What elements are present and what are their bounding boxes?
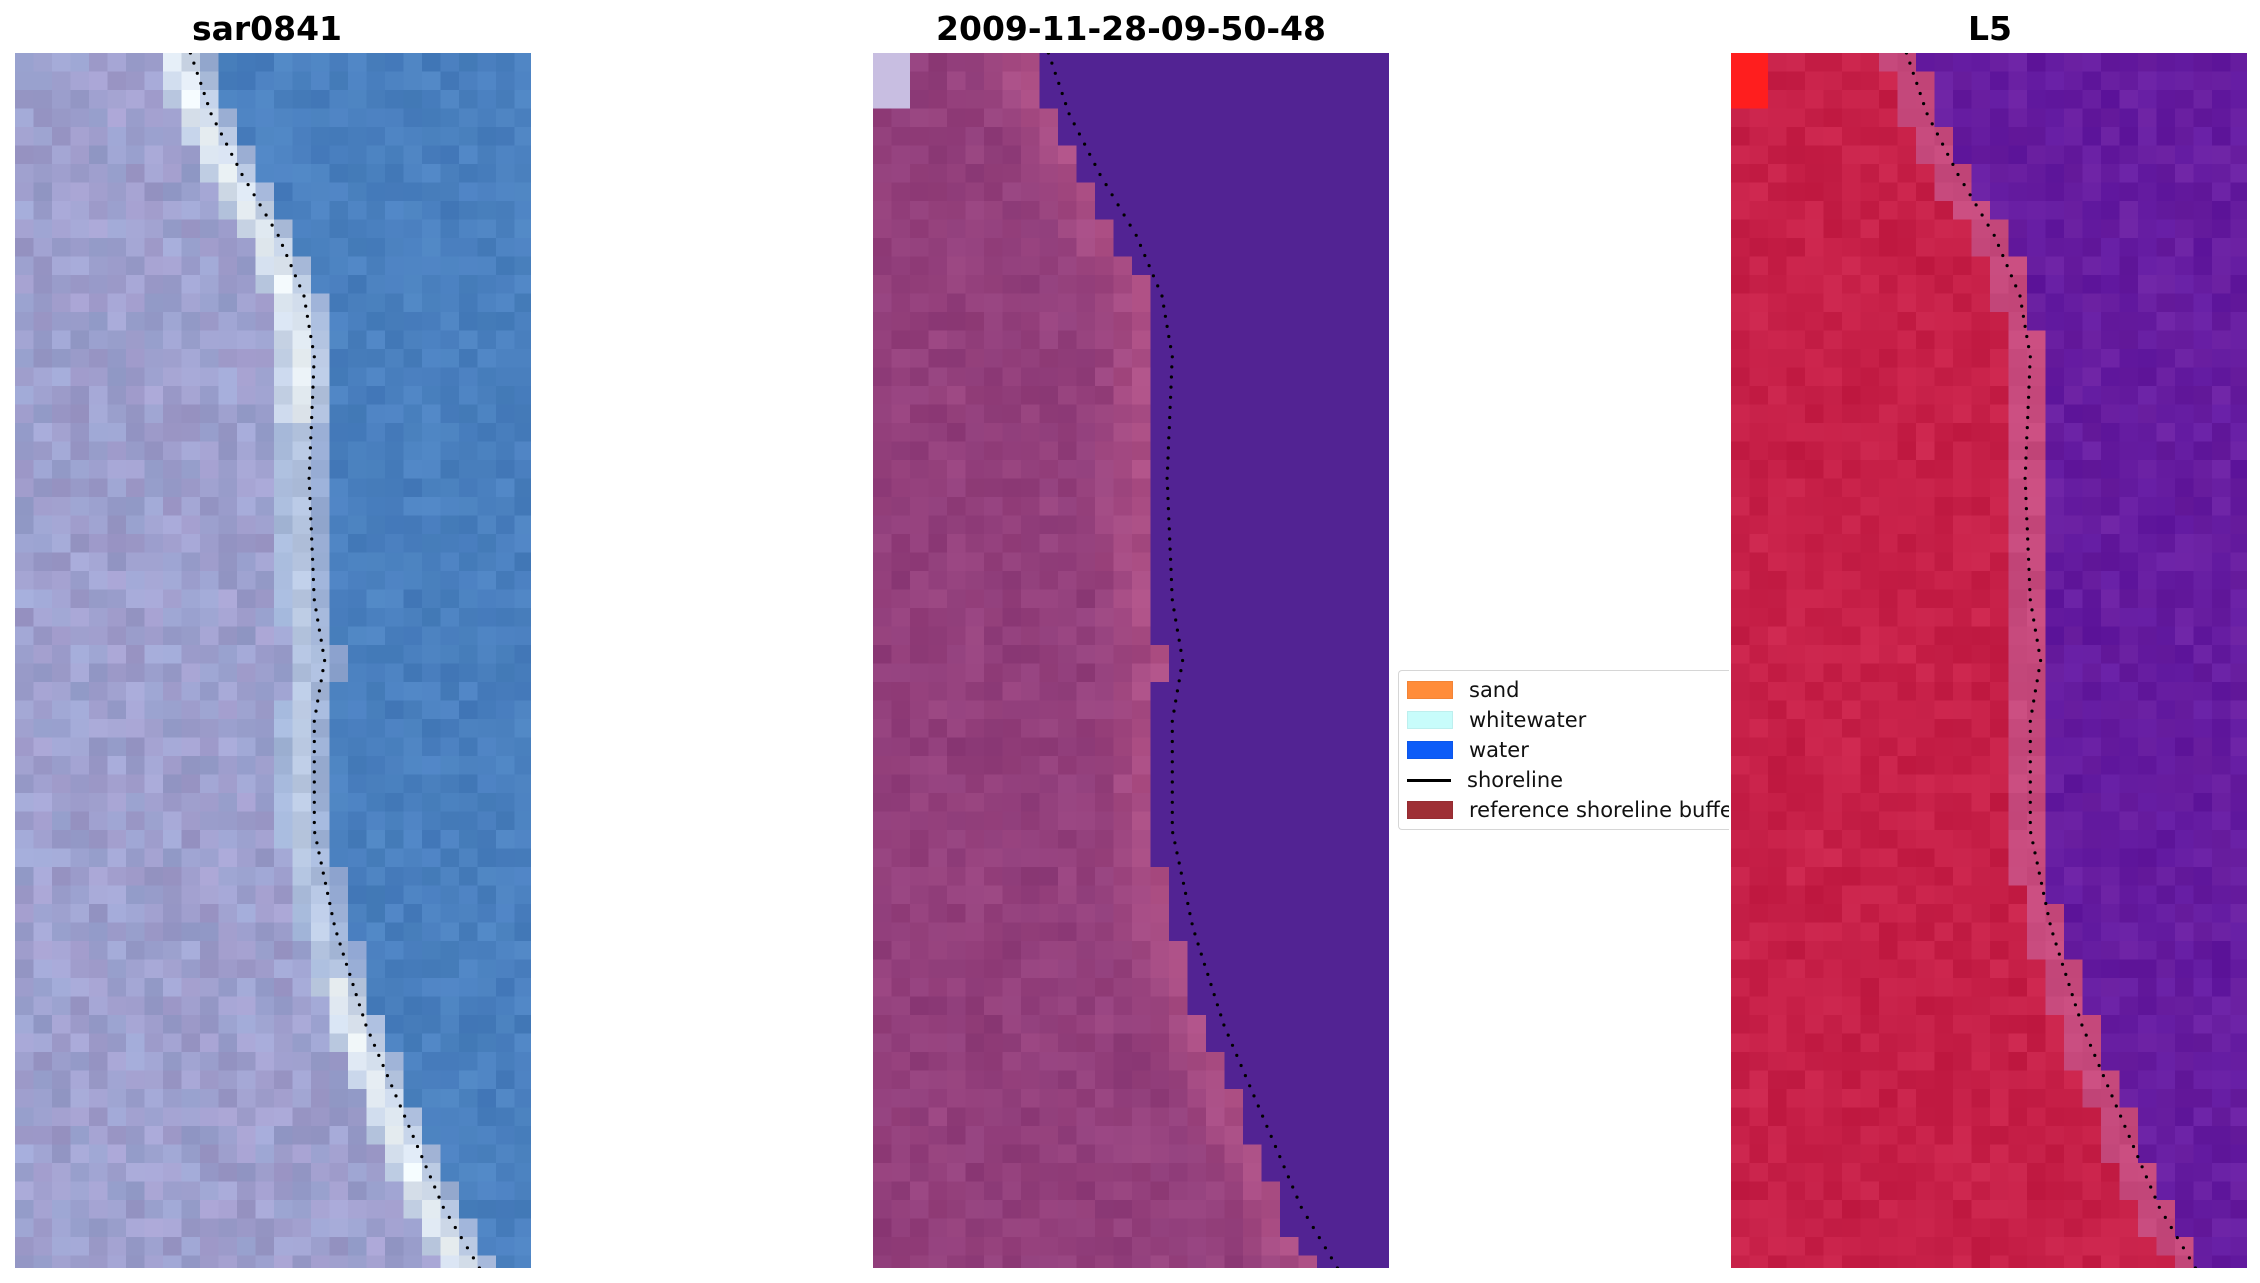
rgb-pixels bbox=[15, 53, 531, 1268]
panel-title-index: L5 bbox=[1968, 9, 2012, 48]
legend-swatch-sand bbox=[1407, 681, 1453, 699]
classified-shoreline bbox=[1046, 53, 1339, 1268]
legend-item-shoreline: shoreline bbox=[1407, 765, 1563, 795]
legend-line-shoreline bbox=[1407, 778, 1451, 782]
legend-label-shoreline: shoreline bbox=[1467, 768, 1564, 792]
legend-item-reference-buffer: reference shoreline buffer bbox=[1407, 795, 1729, 825]
legend: sand whitewater water shoreline referenc… bbox=[1398, 670, 1729, 830]
classified-image-panel bbox=[873, 53, 1389, 1268]
legend-label-sand: sand bbox=[1469, 678, 1520, 702]
legend-label-whitewater: whitewater bbox=[1469, 708, 1587, 732]
index-shoreline bbox=[1904, 53, 2197, 1268]
rgb-image bbox=[15, 53, 531, 1268]
panel-title-rgb: sar0841 bbox=[191, 9, 343, 48]
legend-item-water: water bbox=[1407, 735, 1529, 765]
rgb-shoreline bbox=[188, 53, 481, 1268]
legend-label-reference-buffer: reference shoreline buffer bbox=[1469, 798, 1729, 822]
index-image bbox=[1731, 53, 2247, 1268]
classified-image bbox=[873, 53, 1389, 1268]
legend-swatch-whitewater bbox=[1407, 711, 1453, 729]
rgb-image-panel bbox=[15, 53, 531, 1268]
index-pixels bbox=[1731, 53, 2247, 1268]
legend-swatch-water bbox=[1407, 741, 1453, 759]
legend-label-water: water bbox=[1469, 738, 1529, 762]
legend-swatch-reference-buffer bbox=[1407, 801, 1453, 819]
panel-title-classified: 2009-11-28-09-50-48 bbox=[936, 9, 1326, 48]
index-image-panel bbox=[1731, 53, 2247, 1268]
legend-item-sand: sand bbox=[1407, 675, 1519, 705]
classified-pixels bbox=[873, 53, 1389, 1268]
legend-item-whitewater: whitewater bbox=[1407, 705, 1586, 735]
